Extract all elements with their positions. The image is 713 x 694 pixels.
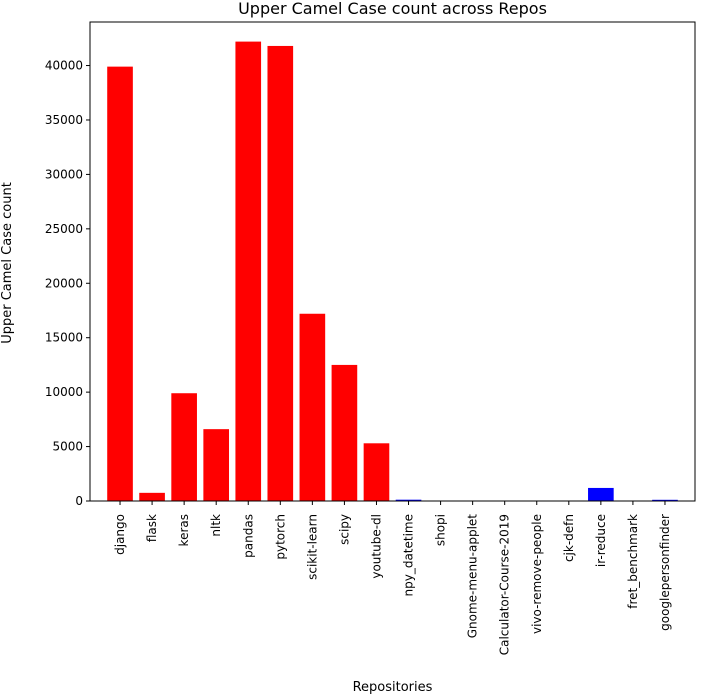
x-tick-label: scikit-learn bbox=[305, 514, 319, 580]
y-tick-label: 10000 bbox=[45, 385, 83, 399]
x-tick-label: shopi bbox=[434, 514, 448, 546]
x-tick-label: Gnome-menu-applet bbox=[466, 514, 480, 639]
x-tick-label: npy_datetime bbox=[402, 514, 416, 597]
x-tick-label: flask bbox=[145, 514, 159, 542]
y-tick-label: 35000 bbox=[45, 113, 83, 127]
bar-keras bbox=[171, 393, 197, 501]
y-tick-label: 40000 bbox=[45, 59, 83, 73]
y-tick-label: 15000 bbox=[45, 331, 83, 345]
x-tick-label: googlepersonfinder bbox=[658, 514, 672, 631]
x-tick-label: nltk bbox=[209, 514, 223, 537]
y-tick-label: 0 bbox=[75, 494, 83, 508]
x-axis-label: Repositories bbox=[353, 680, 433, 694]
x-tick-label: pytorch bbox=[273, 514, 287, 560]
bar-nltk bbox=[203, 429, 230, 501]
x-tick-label: Calculator-Course-2019 bbox=[498, 514, 512, 655]
x-tick-label: django bbox=[113, 514, 127, 555]
bar-django bbox=[107, 66, 133, 501]
chart-title: Upper Camel Case count across Repos bbox=[238, 0, 547, 18]
x-tick-label: keras bbox=[177, 514, 191, 546]
x-tick-label: pandas bbox=[241, 514, 255, 558]
bar-npy_datetime bbox=[395, 499, 422, 501]
x-tick-label: ir-reduce bbox=[594, 514, 608, 567]
bar-pytorch bbox=[267, 45, 294, 501]
y-axis-label: Upper Camel Case count bbox=[0, 182, 15, 344]
y-tick-label: 20000 bbox=[45, 276, 83, 290]
bar-flask bbox=[139, 492, 165, 501]
bar-pandas bbox=[235, 41, 262, 501]
bar-scipy bbox=[331, 364, 358, 501]
bar-googlepersonfinder bbox=[652, 499, 678, 501]
x-tick-label: scipy bbox=[337, 514, 351, 545]
x-tick-label: youtube-dl bbox=[369, 514, 383, 579]
y-tick-label: 25000 bbox=[45, 222, 83, 236]
bar-youtube-dl bbox=[363, 443, 390, 501]
plot-area: 0 5000 10000 15000 20000 25000 30000 35000 40000… bbox=[45, 21, 696, 655]
bar-ir-reduce bbox=[588, 487, 614, 501]
bar-scikit-learn bbox=[299, 313, 326, 501]
y-tick-label: 30000 bbox=[45, 167, 83, 181]
plot-frame bbox=[89, 21, 696, 502]
x-tick-label: vivo-remove-people bbox=[530, 514, 544, 634]
x-tick-label: fret_benchmark bbox=[626, 514, 640, 609]
x-tick-label: cjk-defn bbox=[562, 514, 576, 562]
y-tick-label: 5000 bbox=[52, 440, 83, 454]
